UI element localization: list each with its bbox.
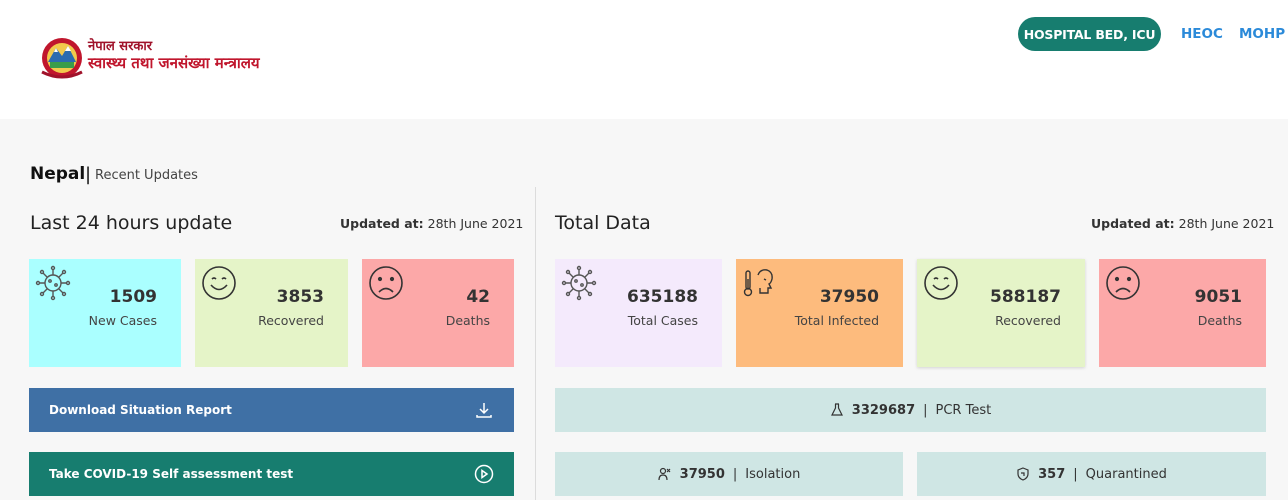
total-infected-label: Total Infected [794,313,879,328]
section-separator: | [85,164,92,185]
quarantined-separator: | [1073,466,1078,482]
virus-icon [35,265,71,301]
last-24-updated: Updated at: 28th June 2021 [340,216,524,231]
section-title: Nepal [30,164,86,184]
total-data-title: Total Data [555,212,651,234]
thermometer-icon [743,269,773,297]
total-deaths-label: Deaths [1197,313,1242,328]
logo-text-line2: स्वास्थ्य तथा जनसंख्या मन्त्रालय [88,54,260,72]
people-icon [658,467,671,481]
new-cases-card: 1509 New Cases [29,259,181,367]
recovered-24h-label: Recovered [258,313,324,328]
sad-icon [369,266,403,300]
smile-icon [924,266,958,300]
logo-text-line1: नेपाल सरकार [88,39,153,54]
total-cases-card: 635188 Total Cases [555,259,722,367]
total-cases-label: Total Cases [627,313,698,328]
total-deaths-value: 9051 [1194,287,1242,307]
self-assessment-test-button[interactable]: Take COVID-19 Self assessment test [29,452,514,496]
shield-icon [1017,467,1029,481]
isolation-bar: 37950 | Isolation [555,452,903,496]
total-recovered-value: 588187 [990,287,1061,307]
total-recovered-card: 588187 Recovered [917,259,1085,367]
quarantined-value: 357 [1038,466,1066,482]
new-cases-value: 1509 [109,287,157,307]
isolation-value: 37950 [679,466,725,482]
flask-icon [830,403,843,416]
recovered-24h-value: 3853 [276,287,324,307]
quarantined-label: Quarantined [1085,466,1167,482]
pcr-test-value: 3329687 [851,402,916,418]
panel-divider [535,187,536,500]
total-infected-value: 37950 [819,287,879,307]
isolation-label: Isolation [745,466,801,482]
ministry-logo[interactable]: नेपाल सरकार स्वास्थ्य तथा जनसंख्या मन्त्… [36,30,296,82]
new-cases-label: New Cases [88,313,157,328]
deaths-24h-value: 42 [466,287,490,307]
total-deaths-card: 9051 Deaths [1099,259,1266,367]
sad-icon [1106,266,1140,300]
total-infected-card: 37950 Total Infected [736,259,903,367]
nav-link-heoc[interactable]: HEOC [1181,26,1223,42]
download-icon [476,403,492,418]
pcr-test-bar: 3329687 | PCR Test [555,388,1266,432]
virus-icon [561,265,597,301]
deaths-24h-label: Deaths [445,313,490,328]
pcr-test-label: PCR Test [935,402,992,418]
total-updated: Updated at: 28th June 2021 [1091,216,1275,231]
smile-icon [202,266,236,300]
total-recovered-label: Recovered [995,313,1061,328]
self-assessment-label: Take COVID-19 Self assessment test [49,467,294,481]
play-circle-icon [474,464,494,484]
total-cases-value: 635188 [627,287,698,307]
nav-link-mohp[interactable]: MOHP [1239,26,1286,42]
section-subtitle: Recent Updates [95,168,198,183]
quarantined-bar: 357 | Quarantined [917,452,1266,496]
hospital-bed-icu-button[interactable]: HOSPITAL BED, ICU [1018,17,1161,51]
deaths-24h-card: 42 Deaths [362,259,514,367]
download-button-label: Download Situation Report [49,403,232,417]
nepal-emblem-icon [41,38,83,79]
isolation-separator: | [732,466,738,482]
recovered-24h-card: 3853 Recovered [195,259,348,367]
last-24-hours-title: Last 24 hours update [30,212,233,234]
download-situation-report-button[interactable]: Download Situation Report [29,388,514,432]
pcr-separator: | [923,402,928,418]
top-header: नेपाल सरकार स्वास्थ्य तथा जनसंख्या मन्त्… [0,0,1288,119]
